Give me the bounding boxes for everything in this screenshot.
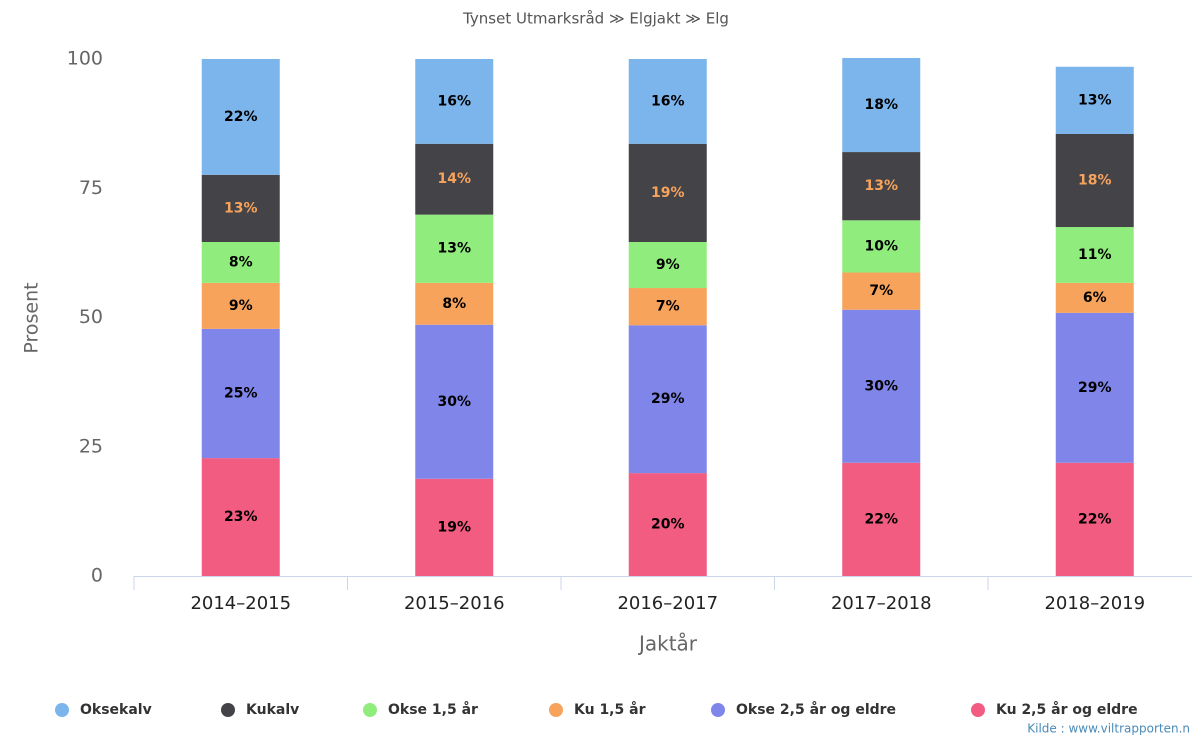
data-label: 14% [437, 171, 471, 187]
y-tick-label: 75 [79, 177, 103, 199]
x-tick-label: 2018–2019 [1044, 593, 1145, 614]
legend-label: Okse 1,5 år [388, 701, 478, 718]
legend-label: Ku 2,5 år og eldre [996, 701, 1138, 718]
legend-label: Oksekalv [80, 702, 152, 718]
legend-marker [971, 703, 985, 717]
bar-segment [842, 272, 921, 310]
data-label: 16% [437, 93, 471, 109]
bar-segment [415, 282, 494, 325]
data-label: 13% [864, 178, 898, 194]
y-tick-label: 0 [91, 565, 103, 587]
data-label: 18% [864, 97, 898, 113]
legend-marker [363, 703, 377, 717]
bar-segment [1055, 282, 1134, 313]
bar-segment [1055, 312, 1134, 463]
data-label: 19% [437, 519, 471, 535]
bar-segment [628, 143, 707, 243]
bar-segment [415, 214, 494, 283]
data-label: 16% [651, 93, 685, 109]
data-label: 10% [864, 238, 898, 254]
data-label: 7% [869, 283, 893, 299]
x-tick-label: 2017–2018 [831, 593, 932, 614]
bar-segment [201, 59, 280, 175]
legend-marker [55, 703, 69, 717]
data-label: 30% [437, 394, 471, 410]
bar-segment [201, 282, 280, 329]
data-label: 19% [651, 185, 685, 201]
credits: Kilde : www.viltrapporten.n [1027, 722, 1190, 736]
data-label: 25% [224, 385, 258, 401]
data-label: 9% [229, 298, 253, 314]
bar-segment [842, 220, 921, 273]
bar-segment [842, 309, 921, 463]
legend-label: Okse 2,5 år og eldre [736, 701, 896, 718]
bar-segment [628, 288, 707, 326]
x-tick-label: 2016–2017 [617, 593, 718, 614]
bar-segment [628, 325, 707, 474]
data-label: 22% [1078, 511, 1112, 527]
bar-segment [628, 473, 707, 576]
bar-segment [842, 57, 921, 153]
x-tick-label: 2014–2015 [190, 593, 291, 614]
data-label: 23% [224, 509, 258, 525]
data-label: 6% [1083, 290, 1107, 306]
bar-segment [201, 242, 280, 283]
bar-segment [842, 152, 921, 221]
bar-segment [628, 242, 707, 289]
data-label: 13% [437, 241, 471, 257]
data-label: 11% [1078, 247, 1112, 263]
data-label: 8% [442, 296, 466, 312]
data-label: 20% [651, 517, 685, 533]
bar-segment [1055, 66, 1134, 134]
y-tick-label: 25 [79, 435, 103, 457]
bar-segment [628, 59, 707, 144]
bar-segment [1055, 133, 1134, 228]
x-axis-title: Jaktår [637, 632, 698, 656]
y-tick-label: 50 [79, 306, 103, 328]
bar-segment [842, 462, 921, 576]
legend-label: Kukalv [246, 702, 299, 718]
data-label: 8% [229, 254, 253, 270]
legend-marker [711, 703, 725, 717]
x-tick-label: 2015–2016 [404, 593, 505, 614]
bar-segment [415, 478, 494, 576]
data-label: 18% [1078, 172, 1112, 188]
legend-marker [221, 703, 235, 717]
data-label: 29% [1078, 380, 1112, 396]
bar-segment [201, 458, 280, 576]
data-label: 29% [651, 391, 685, 407]
bar-segment [415, 143, 494, 215]
bar-segment [201, 328, 280, 459]
y-tick-label: 100 [67, 48, 103, 70]
legend-marker [549, 703, 563, 717]
legend-label: Ku 1,5 år [574, 701, 646, 718]
data-label: 13% [1078, 92, 1112, 108]
bar-segment [201, 174, 280, 243]
data-label: 22% [224, 109, 258, 125]
bar-segment [1055, 227, 1134, 283]
bar-segment [415, 324, 494, 479]
chart-title: Tynset Utmarksråd ≫ Elgjakt ≫ Elg [462, 10, 729, 28]
bar-segment [415, 59, 494, 144]
bar-segment [1055, 462, 1134, 576]
data-label: 7% [656, 299, 680, 315]
data-label: 30% [864, 378, 898, 394]
data-label: 9% [656, 257, 680, 273]
data-label: 13% [224, 200, 258, 216]
data-label: 22% [864, 511, 898, 527]
y-axis-title: Prosent [21, 282, 43, 353]
